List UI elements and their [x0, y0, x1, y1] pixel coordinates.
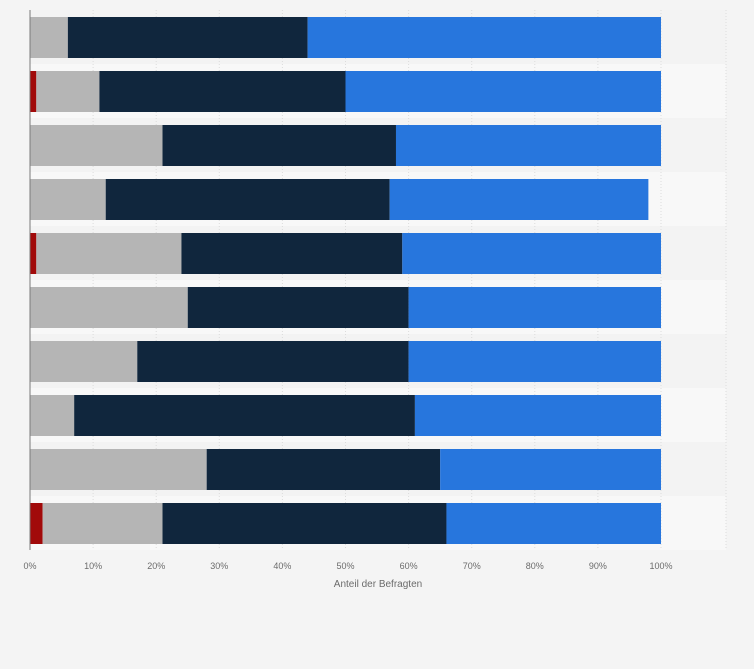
bar-segment-3 [206, 449, 441, 490]
bar-segment-3 [187, 287, 409, 328]
bar-segment-3 [181, 233, 403, 274]
bar-segment-3 [74, 395, 415, 436]
bar-segment-2 [30, 125, 163, 166]
bar-segment-4 [389, 179, 649, 220]
bar-segment-3 [162, 125, 396, 166]
x-axis-title: Anteil der Befragten [334, 579, 422, 590]
x-tick-labels: 0% 10% 20% 30% 40% 50% 60% 70% 80% 90% 100% [23, 561, 672, 571]
bar-segment-1 [30, 233, 37, 274]
bar-segment-3 [99, 71, 346, 112]
bar-segment-2 [30, 449, 207, 490]
bar-segment-4 [345, 71, 661, 112]
bar-segment-2 [36, 71, 100, 112]
bar-segment-1 [30, 71, 37, 112]
bar-segment-2 [30, 395, 75, 436]
x-tick-label: 40% [273, 561, 291, 571]
bar-segment-4 [408, 287, 661, 328]
bar-segment-2 [30, 287, 188, 328]
bar-segment-2 [30, 179, 106, 220]
x-tick-label: 90% [589, 561, 607, 571]
bar-segments [30, 17, 661, 544]
x-tick-label: 10% [84, 561, 102, 571]
bar-segment-2 [30, 17, 68, 58]
bar-segment-2 [30, 341, 138, 382]
bar-segment-4 [408, 341, 661, 382]
bar-segment-4 [307, 17, 661, 58]
bar-segment-4 [414, 395, 661, 436]
bar-segment-3 [162, 503, 447, 544]
bar-segment-3 [67, 17, 308, 58]
x-tick-label: 50% [336, 561, 354, 571]
x-tick-label: 60% [400, 561, 418, 571]
bar-segment-4 [395, 125, 661, 166]
bar-segment-3 [105, 179, 390, 220]
x-tick-label: 70% [463, 561, 481, 571]
bar-segment-2 [42, 503, 163, 544]
x-tick-label: 100% [649, 561, 672, 571]
x-tick-label: 20% [147, 561, 165, 571]
bar-segment-4 [440, 449, 661, 490]
bar-segment-4 [402, 233, 661, 274]
x-tick-label: 0% [23, 561, 36, 571]
bar-segment-3 [137, 341, 409, 382]
bar-segment-2 [36, 233, 182, 274]
bar-segment-1 [30, 503, 43, 544]
x-tick-label: 80% [526, 561, 544, 571]
x-tick-label: 30% [210, 561, 228, 571]
bar-segment-4 [446, 503, 661, 544]
